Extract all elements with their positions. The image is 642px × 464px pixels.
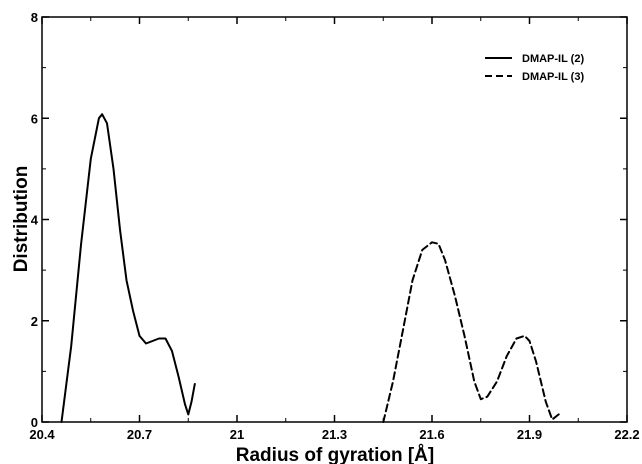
x-axis: 20.4 20.7 21 21.3 21.6 21.9 22.2 [29,17,640,442]
legend-label-1: DMAP-IL (2) [522,53,584,65]
legend-label-2: DMAP-IL (3) [522,71,584,83]
x-tick-label: 22.2 [614,427,639,442]
x-tick-label: 21.6 [419,427,444,442]
x-axis-title: Radius of gyration [Å] [236,445,434,464]
x-tick-label: 21.3 [322,427,347,442]
y-tick-label: 0 [31,415,38,430]
y-tick-label: 4 [31,213,39,228]
legend: DMAP-IL (2) DMAP-IL (3) [485,53,584,83]
series-line-1 [60,113,196,423]
y-tick-label: 6 [31,111,38,126]
x-tick-label: 21 [230,427,244,442]
y-tick-label: 2 [31,314,38,329]
plot-area [41,16,628,423]
y-tick-label: 8 [31,10,38,25]
x-tick-label: 20.7 [127,427,152,442]
y-axis-title: Distribution [11,166,32,273]
y-axis: 0 2 4 6 8 [31,10,627,430]
series-line-2 [382,241,560,423]
series-layer [60,113,560,423]
x-tick-label: 21.9 [517,427,542,442]
x-tick-label: 20.4 [29,427,55,442]
